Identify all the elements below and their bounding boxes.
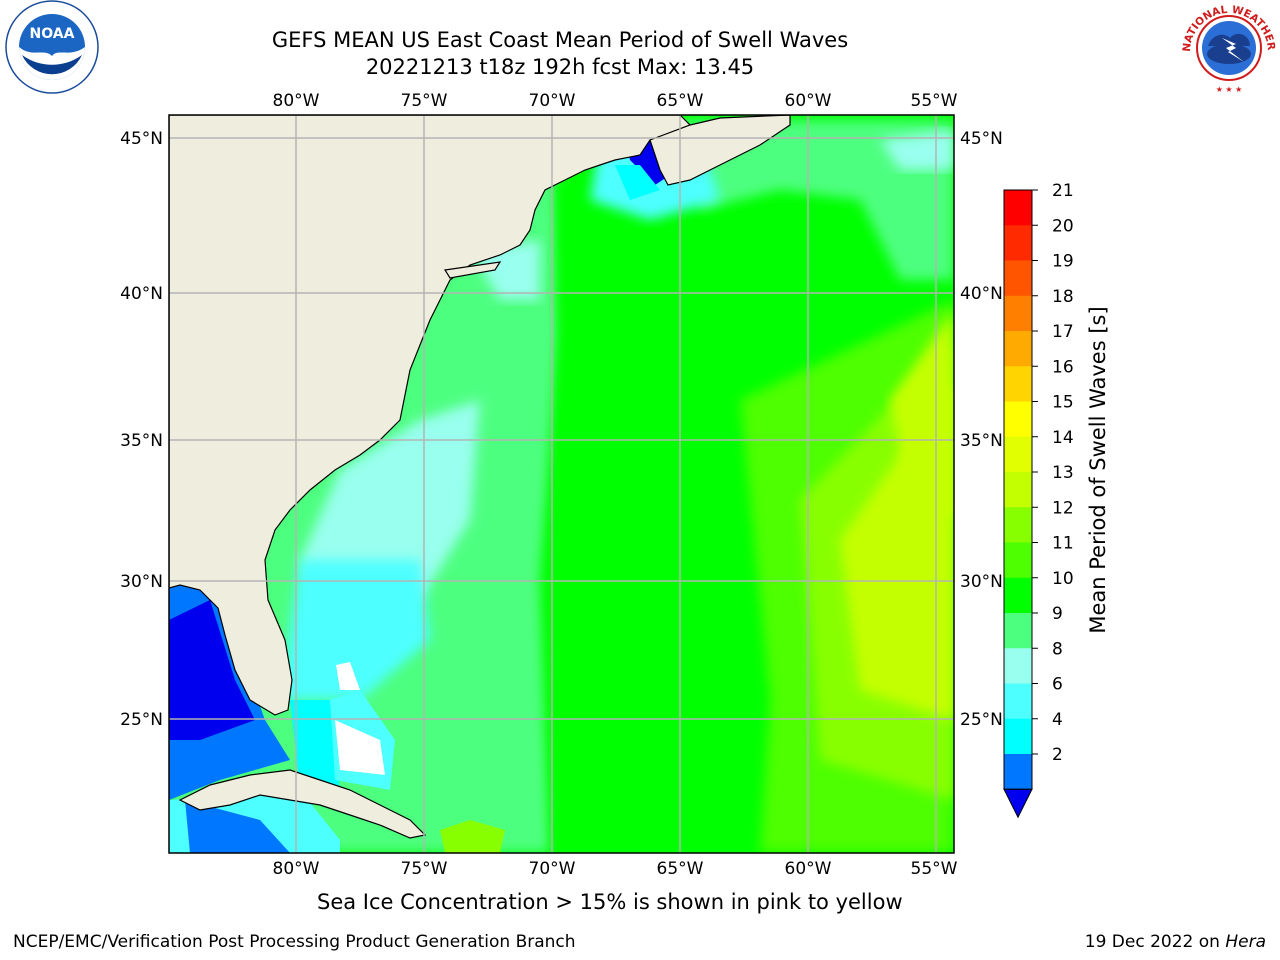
land-nova-scotia <box>649 115 791 186</box>
sea-ice-note: Sea Ice Concentration > 15% is shown in … <box>317 890 903 914</box>
colorbar-segment <box>1004 436 1032 473</box>
colorbar-tick-label: 9 <box>1052 604 1063 624</box>
colorbar-segment <box>1004 613 1032 649</box>
colorbar-segment <box>1004 718 1032 755</box>
colorbar-tick-label: 12 <box>1052 498 1074 518</box>
footer-machine: Hera <box>1225 932 1266 952</box>
lon-label: 75°W <box>401 91 448 111</box>
colorbar-frame <box>1003 189 1033 790</box>
lon-label: 80°W <box>273 91 320 111</box>
colorbar-tick-label: 6 <box>1052 675 1063 695</box>
svg-text:NOAA: NOAA <box>30 26 75 42</box>
lat-labels-right: 45°N 40°N 35°N 30°N 25°N <box>960 129 1003 730</box>
lat-label: 45°N <box>960 129 1003 149</box>
colorbar-segment <box>1004 577 1032 614</box>
lon-label: 70°W <box>529 91 576 111</box>
colorbar-segment <box>1004 366 1032 402</box>
colorbar-tick-label: 2 <box>1052 745 1063 765</box>
lat-label: 35°N <box>120 431 163 451</box>
map-field <box>169 115 954 853</box>
colorbar-segment <box>1004 295 1032 332</box>
colorbar-tick-label: 16 <box>1052 357 1074 377</box>
colorbar-segment <box>1004 472 1032 508</box>
lat-label: 25°N <box>960 710 1003 730</box>
lat-label: 45°N <box>120 129 163 149</box>
lon-label: 65°W <box>657 91 704 111</box>
lon-label: 65°W <box>657 859 704 879</box>
colorbar-extend-arrow <box>1003 788 1033 819</box>
lat-label: 40°N <box>120 284 163 304</box>
lat-label: 30°N <box>120 572 163 592</box>
land-north-america <box>169 115 692 716</box>
map-gridlines <box>169 115 954 853</box>
colorbar-tick-label: 13 <box>1052 463 1074 483</box>
colorbar-segment <box>1004 683 1032 720</box>
colorbar-segment <box>1004 542 1032 579</box>
colorbar-segment <box>1004 331 1032 367</box>
colorbar-tick-label: 4 <box>1052 710 1063 730</box>
lon-labels-top: 80°W 75°W 70°W 65°W 60°W 55°W <box>273 91 958 111</box>
chart-title: GEFS MEAN US East Coast Mean Period of S… <box>271 28 849 52</box>
lon-label: 55°W <box>911 859 958 879</box>
colorbar-title: Mean Period of Swell Waves [s] <box>1086 306 1110 633</box>
lon-label: 75°W <box>401 859 448 879</box>
colorbar-segment <box>1004 754 1032 790</box>
lon-label: 70°W <box>529 859 576 879</box>
lon-label: 60°W <box>785 91 832 111</box>
footer-date: 19 Dec 2022 on Hera <box>1084 932 1266 952</box>
colorbar-segment <box>1004 260 1032 297</box>
colorbar-tick-label: 19 <box>1052 252 1074 272</box>
colorbar-tick-label: 8 <box>1052 639 1063 659</box>
colorbar-segment <box>1004 648 1032 684</box>
colorbar-segment <box>1004 190 1032 226</box>
colorbar-tick-label: 15 <box>1052 393 1074 413</box>
lat-labels-left: 45°N 40°N 35°N 30°N 25°N <box>120 129 163 730</box>
colorbar-tick-label: 11 <box>1052 534 1074 554</box>
colorbar-tick-label: 20 <box>1052 216 1074 236</box>
chart-subtitle: 20221213 t18z 192h fcst Max: 13.45 <box>365 55 755 79</box>
lon-labels-bottom: 80°W 75°W 70°W 65°W 60°W 55°W <box>273 859 958 879</box>
colorbar-segment <box>1004 507 1032 543</box>
map-frame <box>168 114 955 854</box>
lat-label: 25°N <box>120 710 163 730</box>
noaa-logo: NOAA <box>5 0 99 94</box>
footer-branch: NCEP/EMC/Verification Post Processing Pr… <box>13 932 576 952</box>
colorbar-tick-label: 17 <box>1052 322 1074 342</box>
lon-label: 60°W <box>785 859 832 879</box>
colorbar-tick-label: 18 <box>1052 287 1074 307</box>
colorbar-tick-label: 10 <box>1052 569 1074 589</box>
lat-label: 40°N <box>960 284 1003 304</box>
colorbar-tick-label: 21 <box>1052 181 1074 201</box>
colorbar-tick-label: 14 <box>1052 428 1074 448</box>
nws-logo: NATIONAL WEATHER SERVICE ★ ★ ★ <box>1178 0 1277 94</box>
lat-label: 35°N <box>960 431 1003 451</box>
lon-label: 80°W <box>273 859 320 879</box>
land-cuba <box>178 769 427 839</box>
svg-text:★ ★ ★: ★ ★ ★ <box>1216 85 1243 94</box>
colorbar: 21 20 19 18 17 16 15 14 13 12 11 10 9 8 6 4 2 <box>1003 181 1074 819</box>
lon-label: 55°W <box>911 91 958 111</box>
colorbar-segment <box>1004 225 1032 261</box>
lat-label: 30°N <box>960 572 1003 592</box>
colorbar-segment <box>1004 401 1032 438</box>
